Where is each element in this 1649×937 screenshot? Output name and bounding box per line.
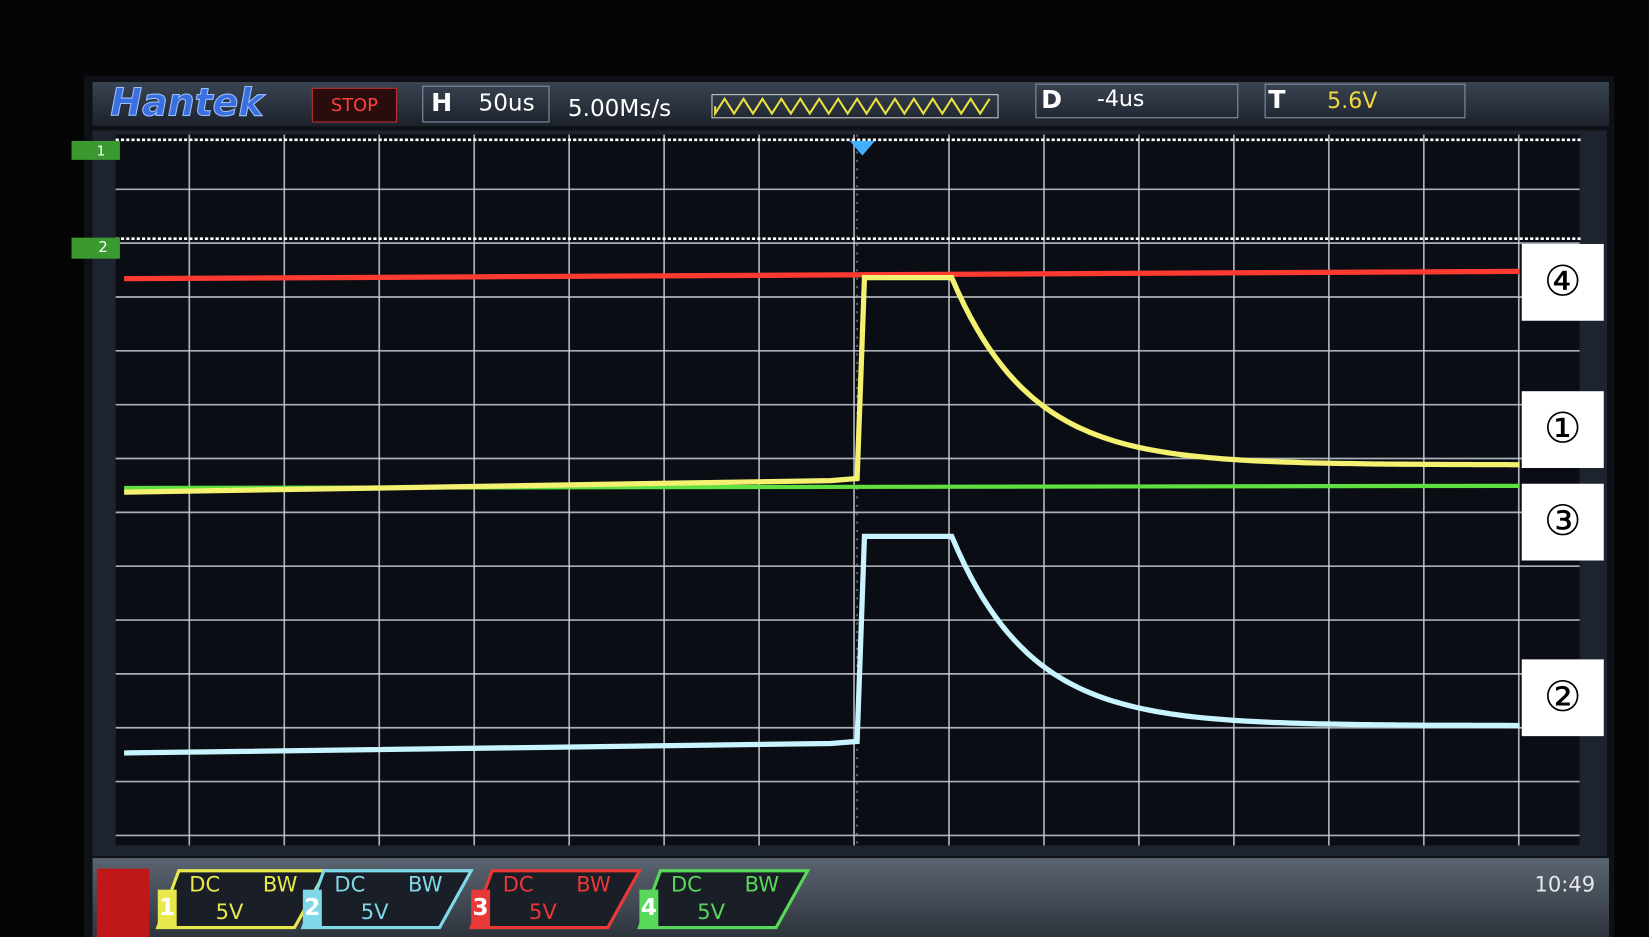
channel-scale: 5V	[529, 899, 557, 924]
annotation: ③	[1544, 496, 1582, 545]
timebase-value: 50us	[479, 91, 535, 117]
brand: Hantek	[110, 81, 266, 125]
channel-number: 3	[473, 895, 489, 921]
delay-value: -4us	[1097, 87, 1145, 112]
channel-scale: 5V	[361, 899, 389, 924]
annotation: ④	[1544, 256, 1582, 305]
marker-1: 1	[97, 143, 106, 159]
indicator	[97, 869, 150, 937]
oscilloscope-photo: Hantek STOP H 50us 5.00Ms/s D -4us T 5.6…	[0, 0, 1649, 937]
channel-bandwidth: BW	[263, 871, 298, 896]
channel-bandwidth: BW	[745, 871, 780, 896]
sample-rate: 5.00Ms/s	[568, 96, 671, 122]
channel-number: 1	[159, 895, 175, 921]
page: {"header":{"brand":"Hantek","status":"ST…	[0, 0, 1649, 937]
channel-scale: 5V	[697, 899, 725, 924]
channel-coupling: DC	[189, 871, 220, 896]
clock: 10:49	[1535, 871, 1596, 896]
delay-label: D	[1041, 85, 1062, 114]
channel-bandwidth: BW	[408, 871, 443, 896]
channel-bandwidth: BW	[576, 871, 611, 896]
channel-number: 2	[304, 895, 320, 921]
status: STOP	[331, 95, 378, 116]
channel-scale: 5V	[216, 899, 244, 924]
marker-2: 2	[98, 239, 107, 256]
channel-coupling: DC	[671, 871, 702, 896]
trigger-label: T	[1268, 85, 1286, 114]
trigger-value: 5.6V	[1327, 89, 1377, 114]
timebase-label: H	[431, 88, 452, 117]
annotation: ①	[1544, 404, 1582, 453]
channel-number: 4	[641, 895, 657, 921]
channel-coupling: DC	[334, 871, 365, 896]
marker-2-box	[72, 238, 120, 259]
channel-coupling: DC	[503, 871, 534, 896]
annotation: ②	[1544, 672, 1582, 721]
